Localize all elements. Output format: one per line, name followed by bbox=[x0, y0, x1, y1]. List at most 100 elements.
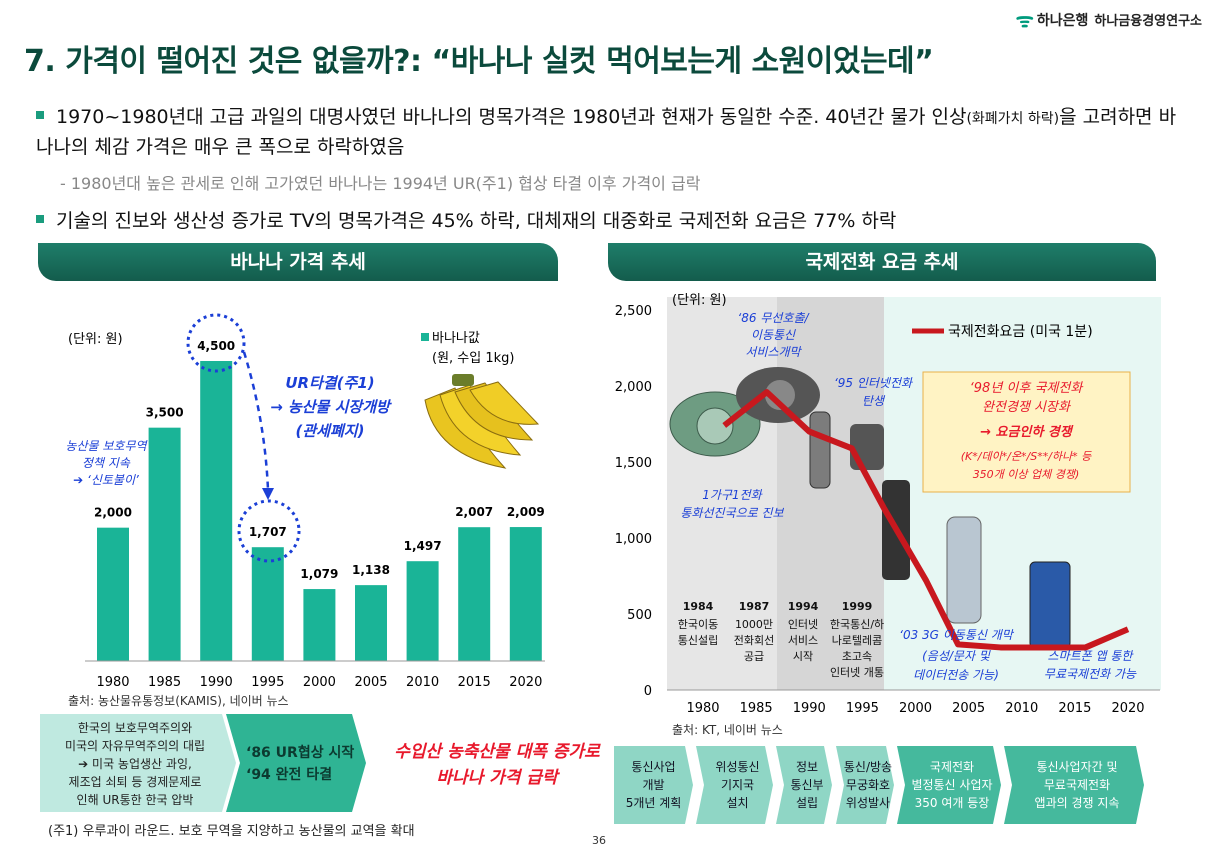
bar-label-2005: 1,138 bbox=[352, 563, 390, 577]
x-tick-2000: 2000 bbox=[899, 701, 932, 716]
x-tick-2005: 2005 bbox=[952, 701, 985, 716]
svg-text:350개 이상 업체 경쟁): 350개 이상 업체 경쟁) bbox=[973, 468, 1080, 481]
milestone-text: 인터넷 bbox=[788, 618, 818, 631]
page-number: 36 bbox=[592, 834, 606, 847]
phone-chart-banner: 국제전화 요금 추세 bbox=[608, 243, 1156, 281]
milestone-text: 시작 bbox=[793, 650, 813, 663]
x-tick-1990: 1990 bbox=[200, 675, 233, 690]
rotary-phone-image bbox=[669, 367, 820, 457]
annotation-98-box bbox=[922, 371, 1131, 493]
svg-text:‘86 UR협상 시작: ‘86 UR협상 시작 bbox=[246, 744, 354, 761]
brand-name: 하나은행 bbox=[1036, 13, 1089, 29]
banana-source: 출처: 농산물유통정보(KAMIS), 네이버 뉴스 bbox=[68, 694, 289, 708]
phone-source: 출처: KT, 네이버 뉴스 bbox=[672, 723, 783, 737]
svg-text:수입산 농축산물 대폭 증가로: 수입산 농축산물 대폭 증가로 bbox=[394, 742, 601, 762]
x-tick-2000: 2000 bbox=[303, 675, 336, 690]
svg-text:(관세폐지): (관세폐지) bbox=[296, 422, 365, 440]
svg-text:데이터전송 가능): 데이터전송 가능) bbox=[913, 668, 999, 682]
svg-text:탄생: 탄생 bbox=[862, 394, 886, 408]
svg-text:UR타결(주1): UR타결(주1) bbox=[285, 374, 374, 392]
flow-step-6 bbox=[1004, 746, 1144, 824]
y-tick-0: 0 bbox=[644, 684, 652, 699]
bar-1990 bbox=[200, 361, 233, 661]
milestone-text: 공급 bbox=[744, 650, 764, 663]
milestone-year-1999: 1999 bbox=[842, 600, 873, 613]
annotation-86: ‘86 무선호출/ 이동통신 서비스개막 bbox=[737, 311, 810, 359]
flow-step-text: 무료국제전화 bbox=[1044, 778, 1110, 792]
bullet-note: - 1980년대 높은 관세로 인해 고가였던 바나나는 1994년 UR(주1… bbox=[60, 174, 701, 193]
legend-label: 바나나값 bbox=[432, 331, 480, 346]
svg-text:서비스개막: 서비스개막 bbox=[745, 345, 802, 359]
call-rate-line bbox=[722, 389, 1130, 651]
svg-text:농산물 보호무역: 농산물 보호무역 bbox=[65, 439, 148, 453]
phone-x-ticks: 1980 1985 1990 1995 2000 2005 2010 2015 2020 bbox=[686, 701, 1144, 716]
annotation-home-phone: 1가구1전화 통화선진국으로 진보 bbox=[680, 488, 784, 520]
annotation-95: ‘95 인터넷전화 탄생 bbox=[834, 376, 913, 408]
bullet-text: 1970~1980년대 고급 과일의 대명사였던 바나나의 명목가격은 1980… bbox=[56, 106, 967, 128]
bar-2005 bbox=[355, 585, 387, 661]
svg-text:스마트폰 앱 통한: 스마트폰 앱 통한 bbox=[1048, 649, 1135, 663]
phone-y-ticks: 0 500 1,000 1,500 2,000 2,500 bbox=[615, 304, 652, 699]
milestone-text: 인터넷 개통 bbox=[830, 666, 884, 679]
page-title: 7. 가격이 떨어진 것은 없을까?: “바나나 실컷 먹어보는게 소원이었는데… bbox=[24, 44, 934, 79]
circle-4500 bbox=[186, 313, 246, 373]
annotation-03: ‘03 3G 이동통신 개막 (음성/문자 및 데이터전송 가능) bbox=[899, 628, 1015, 682]
legend-sub: (원, 수입 1kg) bbox=[432, 351, 514, 366]
x-tick-2010: 2010 bbox=[1005, 701, 1038, 716]
milestone-text: 한국통신/하 bbox=[830, 617, 884, 631]
y-tick-1: 500 bbox=[627, 608, 652, 623]
phone-unit: (단위: 원) bbox=[672, 293, 727, 308]
x-tick-1985: 1985 bbox=[148, 675, 181, 690]
bar-1995 bbox=[251, 547, 284, 661]
milestone-text: 통신설립 bbox=[678, 634, 718, 647]
bar-label-1985: 3,500 bbox=[146, 406, 184, 420]
flow-box-ur-text: ‘86 UR협상 시작 ‘94 완전 타결 bbox=[246, 744, 354, 783]
bullet-small-text: (화폐가치 하락) bbox=[966, 111, 1060, 127]
flow-step-text: 통신사업 bbox=[631, 760, 675, 774]
flow-step-text: 위성통신 bbox=[715, 760, 759, 774]
svg-text:이동통신: 이동통신 bbox=[751, 328, 796, 342]
bullet-square-icon bbox=[36, 111, 44, 119]
protection-annotation: 농산물 보호무역 정책 지속 ➔ ‘신토불이’ bbox=[65, 439, 148, 487]
svg-text:한국의 보호무역주의와: 한국의 보호무역주의와 bbox=[78, 721, 192, 735]
flow-step-3 bbox=[776, 746, 832, 824]
phone-chart: 0 500 1,000 1,500 2,000 2,500 1980 1985 1990 199… bbox=[614, 293, 1161, 824]
svg-text:제조업 쇠퇴 등 경제문제로: 제조업 쇠퇴 등 경제문제로 bbox=[69, 775, 202, 789]
banana-chart-banner: 바나나 가격 추세 bbox=[38, 243, 558, 281]
bullet-tech: 기술의 진보와 생산성 증가로 TV의 명목가격은 45% 하락, 대체재의 대… bbox=[36, 206, 896, 233]
institute-name: 하나금융경영연구소 bbox=[1094, 14, 1202, 29]
flow-step-text: 5개년 계획 bbox=[626, 796, 682, 810]
bullet-square-icon bbox=[36, 215, 44, 223]
bullet-text-2: 을 고려하면 바나나의 체감 가격은 매우 큰 폭으로 하락하였음 bbox=[36, 106, 1177, 158]
y-tick-3: 1,500 bbox=[615, 456, 652, 471]
milestone-year-1994: 1994 bbox=[788, 600, 819, 613]
y-tick-4: 2,000 bbox=[615, 380, 652, 395]
banana-x-ticks: 1980 1985 1990 1995 2000 2005 2010 2015 2020 bbox=[96, 675, 542, 690]
flow-step-4 bbox=[836, 746, 894, 824]
x-tick-2020: 2020 bbox=[509, 675, 542, 690]
smartphone-image bbox=[1029, 561, 1071, 649]
banana-unit: (단위: 원) bbox=[68, 332, 123, 347]
bullet-text: 기술의 진보와 생산성 증가로 TV의 명목가격은 45% 하락, 대체재의 대… bbox=[56, 210, 897, 232]
svg-text:(음성/문자 및: (음성/문자 및 bbox=[922, 649, 991, 663]
svg-text:바나나 가격 급락: 바나나 가격 급락 bbox=[436, 768, 561, 788]
legend-swatch bbox=[421, 333, 429, 341]
flow-step-2 bbox=[696, 746, 773, 824]
milestone-text: 1000만 bbox=[735, 618, 773, 631]
x-tick-2020: 2020 bbox=[1111, 701, 1144, 716]
flow-step-text: 통신/방송 bbox=[844, 760, 892, 774]
bar-2020 bbox=[509, 527, 542, 661]
bar-label-1980: 2,000 bbox=[94, 506, 132, 520]
flow-step-text: 개발 bbox=[642, 778, 664, 792]
bar-label-2010: 1,497 bbox=[404, 539, 442, 553]
milestone-year-1987: 1987 bbox=[739, 600, 770, 613]
svg-text:미국의 자유무역주의의 대립: 미국의 자유무역주의의 대립 bbox=[65, 739, 205, 753]
flip-phone-image bbox=[946, 516, 982, 624]
svg-text:➔ 미국 농업생산 과잉,: ➔ 미국 농업생산 과잉, bbox=[78, 757, 192, 771]
arrow-head-icon bbox=[262, 488, 274, 500]
flow-box-cause bbox=[40, 714, 236, 812]
flow-step-text: 통신사업자간 및 bbox=[1036, 760, 1117, 774]
era-bg-2000s bbox=[884, 297, 1161, 690]
